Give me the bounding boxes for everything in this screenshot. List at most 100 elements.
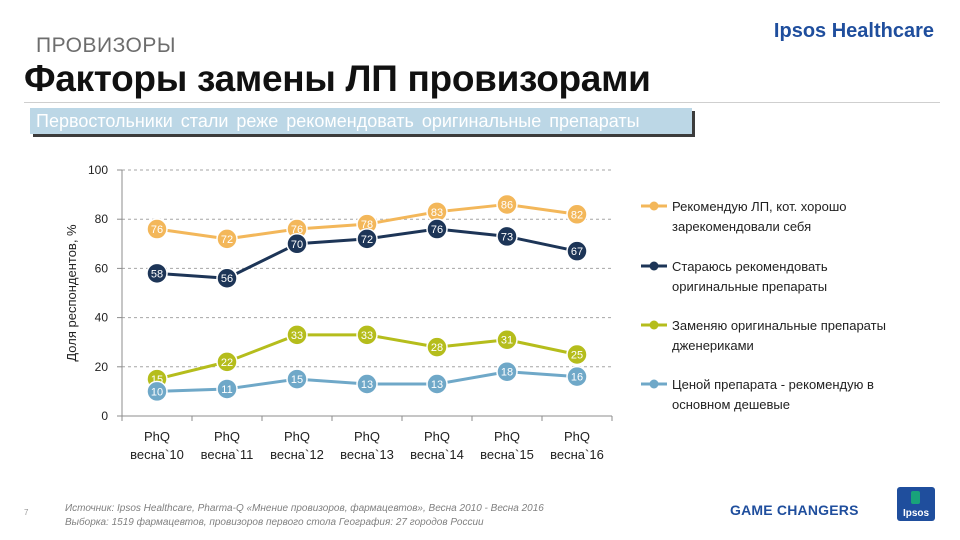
data-point: [496, 225, 518, 248]
slogan: GAME CHANGERS: [730, 502, 859, 518]
x-tick-label: PhQ весна`14: [410, 429, 464, 462]
legend-entry-line: Заменяю оригинальные препараты: [672, 318, 886, 333]
data-label: 82: [571, 209, 583, 221]
data-label: 31: [501, 335, 513, 347]
data-label: 73: [501, 231, 513, 243]
x-tick-label-line: PhQ: [284, 429, 310, 444]
y-tick-label: 100: [88, 163, 108, 177]
legend-entry-line: оригинальные препараты: [672, 279, 827, 294]
legend-entry-line: основном дешевые: [672, 397, 790, 412]
x-tick-label-line: PhQ: [564, 429, 590, 444]
x-tick-label-line: весна`12: [270, 447, 324, 462]
data-label: 83: [431, 207, 443, 219]
data-point: [146, 262, 168, 285]
source-note: Источник: Ipsos Healthcare, Pharma-Q «Мн…: [65, 502, 544, 530]
data-label: 86: [501, 199, 513, 211]
x-tick-label: PhQ весна`15: [480, 429, 534, 462]
logo-mark-icon: [911, 491, 920, 504]
legend-swatch-marker: [649, 261, 659, 271]
data-point: [286, 233, 308, 255]
x-tick-label-line: весна`15: [480, 447, 534, 462]
data-point: [356, 324, 378, 346]
data-point: [496, 328, 518, 351]
data-label: 13: [431, 379, 443, 391]
source-line: Источник: Ipsos Healthcare, Pharma-Q «Мн…: [65, 503, 544, 514]
data-label: 76: [431, 224, 443, 236]
data-point: [356, 373, 378, 395]
data-label: 70: [291, 239, 303, 251]
data-label: 78: [361, 219, 373, 231]
subtitle-banner: Первостольники стали реже рекомендовать …: [30, 108, 692, 134]
data-label: 67: [571, 246, 583, 258]
data-label: 11: [221, 384, 232, 396]
legend-swatch-marker: [649, 201, 659, 211]
data-label: 56: [221, 273, 233, 285]
data-point: [566, 343, 588, 366]
brand-name: Ipsos Healthcare: [773, 20, 934, 42]
legend-entry-line: зарекомендовали себя: [672, 219, 811, 234]
data-point: [496, 360, 518, 383]
logo-text: Ipsos: [902, 508, 930, 519]
data-label: 72: [221, 234, 233, 246]
data-point: [216, 267, 238, 289]
data-point: [426, 373, 448, 395]
legend-entry-line: Стараюсь рекомендовать: [672, 259, 828, 274]
x-tick-label: PhQ весна`11: [201, 429, 254, 462]
page-title: Факторы замены ЛП провизорами: [24, 58, 651, 99]
data-point: [356, 228, 378, 250]
x-tick-label-line: PhQ: [354, 429, 380, 444]
ipsos-logo: Ipsos: [897, 487, 935, 521]
y-tick-label: 40: [95, 311, 109, 325]
data-point: [216, 378, 238, 400]
legend-entry-line: Рекомендую ЛП, кот. хорошо: [672, 199, 847, 214]
legend-entry-line: Ценой препарата - рекомендую в: [672, 377, 874, 392]
y-axis-label: Доля респондентов, %: [64, 224, 79, 362]
data-point: [566, 203, 588, 226]
sample-line: Выборка: 1519 фармацевтов, провизоров пе…: [65, 517, 484, 528]
data-label: 33: [291, 330, 303, 342]
legend-entry-line: дженериками: [672, 338, 754, 353]
x-tick-label: PhQ весна`13: [340, 429, 394, 462]
data-label: 15: [291, 374, 303, 386]
data-label: 76: [151, 224, 163, 236]
data-label: 16: [571, 372, 583, 384]
data-point: [216, 228, 238, 250]
y-tick-label: 80: [95, 212, 109, 226]
data-label: 28: [431, 342, 443, 354]
data-point: [146, 218, 168, 240]
data-point: [286, 324, 308, 346]
x-tick-label-line: PhQ: [214, 429, 240, 444]
page-number: 7: [24, 508, 29, 517]
legend-entry: Заменяю оригинальные препараты дженерикам…: [672, 318, 886, 353]
x-tick-label: PhQ весна`16: [550, 429, 604, 462]
data-point: [426, 218, 448, 240]
data-point: [146, 380, 168, 403]
x-tick-label-line: весна`11: [201, 447, 254, 462]
data-label: 13: [361, 379, 373, 391]
x-tick-label-line: весна`14: [410, 447, 464, 462]
data-label: 10: [151, 386, 163, 398]
y-tick-label: 60: [95, 261, 109, 275]
x-tick-label-line: PhQ: [494, 429, 520, 444]
legend-swatch-marker: [649, 320, 659, 330]
data-label: 25: [571, 350, 583, 362]
x-tick-label-line: PhQ: [424, 429, 450, 444]
x-tick-label: PhQ весна`10: [130, 429, 184, 462]
legend-entry: Стараюсь рекомендовать оригинальные препа…: [672, 259, 828, 294]
data-label: 72: [361, 234, 373, 246]
legend-entry: Рекомендую ЛП, кот. хорошо зарекомендовал…: [672, 199, 847, 234]
data-point: [216, 351, 238, 373]
x-tick-label-line: весна`10: [130, 447, 184, 462]
y-tick-label: 20: [95, 360, 109, 374]
data-point: [566, 240, 588, 262]
x-tick-label-line: PhQ: [144, 429, 170, 444]
data-label: 58: [151, 268, 163, 280]
x-tick-label: PhQ весна`12: [270, 429, 324, 462]
title-divider: [24, 102, 940, 103]
data-point: [286, 368, 308, 390]
x-tick-label-line: весна`16: [550, 447, 604, 462]
section-label: ПРОВИЗОРЫ: [36, 34, 176, 57]
x-tick-label-line: весна`13: [340, 447, 394, 462]
y-tick-label: 0: [101, 409, 108, 423]
